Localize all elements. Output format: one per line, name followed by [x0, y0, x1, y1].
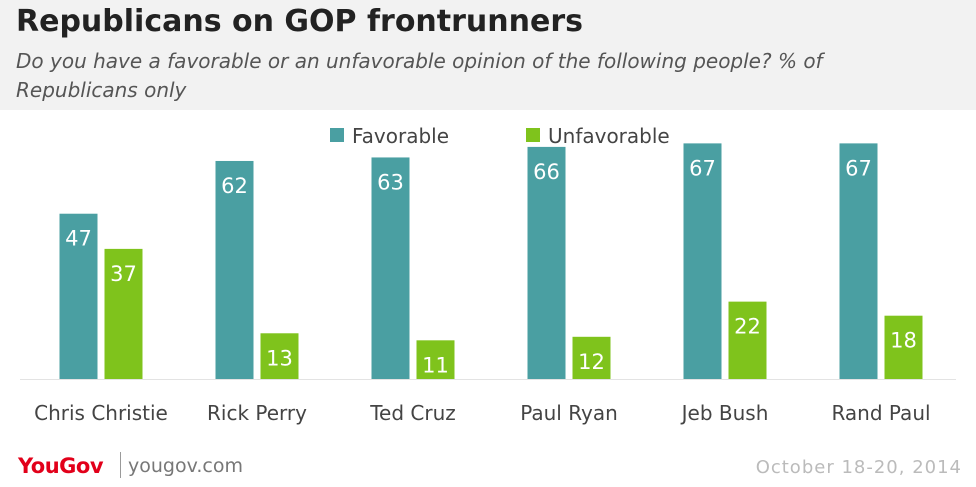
data-label-unfavorable: 18	[890, 329, 917, 353]
legend: Favorable Unfavorable	[330, 124, 690, 152]
chart-subtitle: Do you have a favorable or an unfavorabl…	[16, 49, 823, 102]
data-label-unfavorable: 37	[110, 262, 137, 286]
data-label-unfavorable: 22	[734, 315, 761, 339]
bar-unfavorable	[416, 340, 455, 379]
bar-favorable	[215, 160, 254, 379]
header-band: Republicans on GOP frontrunners Do you h…	[0, 0, 976, 110]
x-tick-label: Jeb Bush	[680, 401, 769, 425]
legend-swatch-unfavorable	[526, 128, 540, 142]
chart-title: Republicans on GOP frontrunners	[16, 4, 583, 39]
legend-label-favorable: Favorable	[352, 124, 450, 148]
x-tick-label: Chris Christie	[34, 401, 168, 425]
bar-unfavorable	[572, 336, 611, 379]
x-tick-label: Paul Ryan	[520, 401, 618, 425]
footer-separator	[120, 452, 121, 478]
legend-swatch-favorable	[330, 128, 344, 142]
x-tick-label: Rick Perry	[207, 401, 307, 425]
bar-unfavorable	[260, 333, 299, 379]
bar-unfavorable	[104, 248, 143, 379]
bar-unfavorable	[884, 315, 923, 379]
legend-label-unfavorable: Unfavorable	[548, 124, 670, 148]
data-label-favorable: 66	[533, 160, 560, 184]
x-tick-label: Ted Cruz	[369, 401, 456, 425]
bar-favorable	[59, 213, 98, 379]
data-label-favorable: 62	[221, 174, 248, 198]
data-label-unfavorable: 11	[422, 353, 449, 377]
data-label-unfavorable: 13	[266, 346, 293, 370]
bar-favorable	[371, 157, 410, 379]
data-label-unfavorable: 12	[578, 350, 605, 374]
bar-favorable	[527, 146, 566, 379]
bar-favorable	[839, 143, 878, 379]
bar-unfavorable	[728, 301, 767, 379]
footer-date: October 18-20, 2014	[755, 457, 962, 478]
bar-favorable	[683, 143, 722, 379]
data-label-favorable: 67	[689, 156, 716, 180]
x-tick-label: Rand Paul	[831, 401, 930, 425]
yougov-logo: YouGov	[18, 454, 104, 478]
data-label-favorable: 47	[65, 227, 92, 251]
data-label-favorable: 63	[377, 170, 404, 194]
footer-url[interactable]: yougov.com	[128, 455, 243, 477]
data-label-favorable: 67	[845, 156, 872, 180]
